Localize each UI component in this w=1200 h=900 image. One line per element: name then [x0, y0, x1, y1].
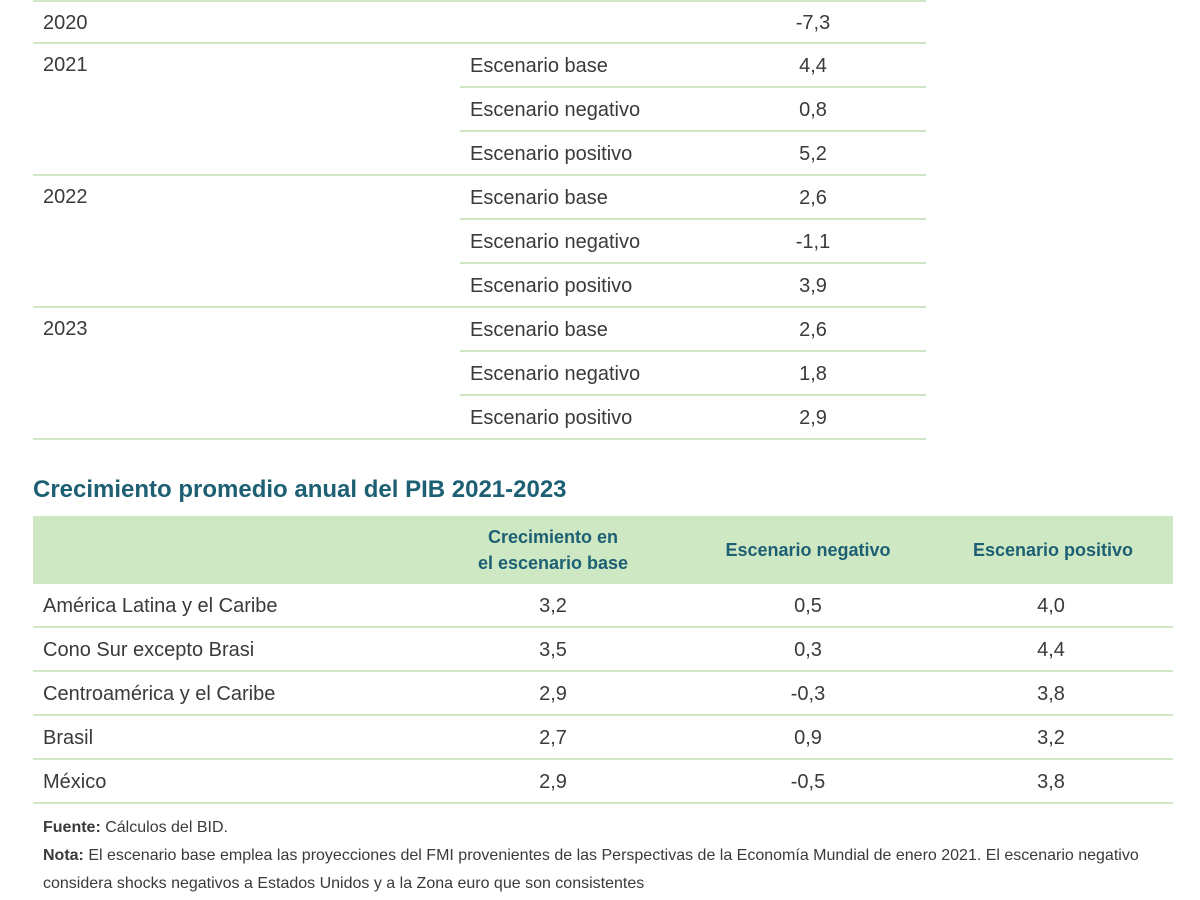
positive-value: 3,8	[1037, 771, 1065, 793]
negative-value: 0,3	[794, 639, 822, 661]
table-row: Escenario positivo 5,2	[33, 132, 926, 176]
source-note: Fuente: Cálculos del BID.	[43, 814, 1163, 842]
positive-value: 3,2	[1037, 727, 1065, 749]
positive-value: 4,0	[1037, 595, 1065, 617]
scenario-label: Escenario negativo	[470, 363, 641, 385]
table-row: Escenario positivo 3,9	[33, 264, 926, 308]
header-base-line2: el escenario base	[477, 553, 629, 573]
scenario-label: Escenario positivo	[470, 143, 633, 165]
value-cell: -1,1	[795, 231, 831, 253]
year-label: 2021	[43, 54, 88, 76]
table-header: Crecimiento en el escenario base Escenar…	[33, 516, 1173, 584]
region-label: México	[43, 771, 107, 793]
negative-value: -0,5	[790, 771, 826, 793]
note-paragraph: Nota: El escenario base emplea las proye…	[43, 842, 1163, 898]
negative-value: 0,5	[794, 595, 822, 617]
table-row-2020: 2020 -7,3	[33, 2, 926, 44]
value-cell: -7,3	[795, 12, 831, 34]
header-positive: Escenario positivo	[972, 540, 1134, 560]
scenario-label: Escenario base	[470, 55, 608, 77]
table-row: Escenario negativo 1,8	[460, 352, 926, 396]
scenario-label: Escenario positivo	[470, 275, 633, 297]
positive-value: 4,4	[1037, 639, 1065, 661]
base-value: 2,9	[539, 771, 567, 793]
footnotes: Fuente: Cálculos del BID. Nota: El escen…	[43, 814, 1163, 898]
table-row: Escenario base 2,6	[460, 308, 926, 352]
region-label: Centroamérica y el Caribe	[43, 683, 276, 705]
scenario-label: Escenario negativo	[470, 99, 641, 121]
scenario-table: 2020 -7,3 2021 Escenario base 4,4 Escena…	[33, 0, 926, 440]
table-row: Escenario base 2,6	[460, 176, 926, 220]
base-value: 2,7	[539, 727, 567, 749]
base-value: 3,5	[539, 639, 567, 661]
negative-value: 0,9	[794, 727, 822, 749]
table-row: América Latina y el Caribe 3,2 0,5 4,0	[33, 584, 1173, 628]
value-cell: 2,6	[799, 187, 827, 209]
value-cell: 2,9	[799, 407, 827, 429]
header-negative: Escenario negativo	[725, 540, 891, 560]
header-base-line1: Crecimiento en	[487, 527, 619, 547]
year-block-2022: 2022 Escenario base 2,6 Escenario negati…	[33, 176, 926, 308]
note-label: Nota:	[43, 847, 84, 864]
scenario-label: Escenario positivo	[470, 407, 633, 429]
table-row: Escenario positivo 2,9	[33, 396, 926, 440]
table-row: Centroamérica y el Caribe 2,9 -0,3 3,8	[33, 672, 1173, 716]
scenario-label: Escenario base	[470, 187, 608, 209]
base-value: 2,9	[539, 683, 567, 705]
section-title: Crecimiento promedio anual del PIB 2021-…	[33, 476, 567, 503]
table-row: Escenario negativo -1,1	[460, 220, 926, 264]
table-row: Escenario negativo 0,8	[460, 88, 926, 132]
value-cell: 2,6	[799, 319, 827, 341]
negative-value: -0,3	[790, 683, 826, 705]
year-label: 2023	[43, 318, 88, 340]
positive-value: 3,8	[1037, 683, 1065, 705]
value-cell: 5,2	[799, 143, 827, 165]
scenario-label: Escenario negativo	[470, 231, 641, 253]
year-block-2021: 2021 Escenario base 4,4 Escenario negati…	[33, 44, 926, 176]
table-row: Brasil 2,7 0,9 3,2	[33, 716, 1173, 760]
region-label: América Latina y el Caribe	[43, 595, 278, 617]
header-base: Crecimiento en el escenario base	[453, 524, 653, 576]
base-value: 3,2	[539, 595, 567, 617]
value-cell: 3,9	[799, 275, 827, 297]
note-text: El escenario base emplea las proyeccione…	[43, 847, 1139, 892]
year-block-2023: 2023 Escenario base 2,6 Escenario negati…	[33, 308, 926, 440]
year-label: 2020	[43, 12, 88, 34]
table-row: Cono Sur excepto Brasi 3,5 0,3 4,4	[33, 628, 1173, 672]
table-row: Escenario base 4,4	[460, 44, 926, 88]
table-row: México 2,9 -0,5 3,8	[33, 760, 1173, 804]
region-label: Brasil	[43, 727, 94, 749]
source-label: Fuente:	[43, 819, 101, 836]
region-label: Cono Sur excepto Brasi	[43, 639, 255, 661]
value-cell: 0,8	[799, 99, 827, 121]
growth-table: Crecimiento en el escenario base Escenar…	[33, 516, 1173, 804]
year-label: 2022	[43, 186, 88, 208]
value-cell: 1,8	[799, 363, 827, 385]
scenario-label: Escenario base	[470, 319, 608, 341]
value-cell: 4,4	[799, 55, 827, 77]
source-text: Cálculos del BID.	[100, 819, 228, 836]
